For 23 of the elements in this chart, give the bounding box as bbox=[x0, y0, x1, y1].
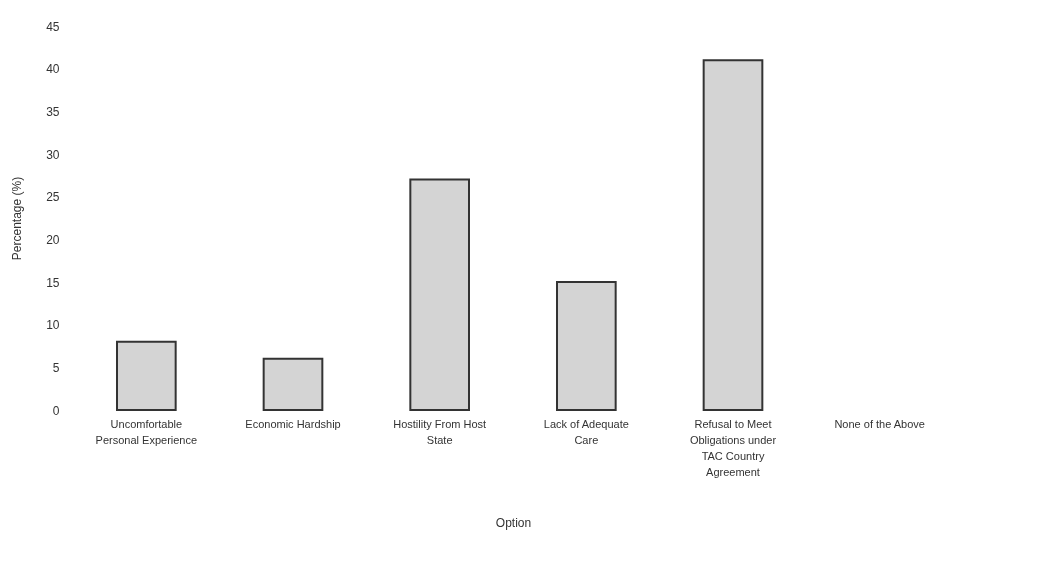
x-tick-label: None of the Above bbox=[834, 417, 925, 430]
x-tick-label: Refusal to Meet Obligations under TAC Country Agreement bbox=[689, 417, 777, 478]
x-tick-label: Uncomfortable Personal Experience bbox=[95, 417, 198, 446]
y-tick-label: 20 bbox=[46, 232, 60, 247]
y-axis-title: Percentage (%) bbox=[10, 176, 25, 261]
bar bbox=[116, 340, 177, 411]
y-tick-label: 45 bbox=[46, 19, 60, 34]
y-tick-label: 5 bbox=[52, 360, 60, 375]
y-tick-label: 40 bbox=[46, 62, 60, 77]
y-tick-label: 0 bbox=[52, 403, 60, 418]
x-tick-label: Economic Hardship bbox=[245, 417, 341, 430]
y-tick-label: 35 bbox=[46, 104, 60, 119]
bar bbox=[702, 59, 764, 411]
x-tick-label: Hostility From Host State bbox=[393, 417, 487, 446]
bar bbox=[409, 178, 470, 411]
x-tick-label: Lack of Adequate Care bbox=[543, 417, 629, 446]
y-tick-label: 10 bbox=[46, 318, 60, 333]
y-tick-label: 15 bbox=[46, 275, 60, 290]
y-tick-label: 25 bbox=[46, 190, 60, 205]
bar bbox=[556, 281, 617, 411]
x-axis-title: Option bbox=[495, 515, 532, 530]
y-tick-label: 30 bbox=[46, 147, 60, 162]
bar bbox=[262, 357, 324, 411]
